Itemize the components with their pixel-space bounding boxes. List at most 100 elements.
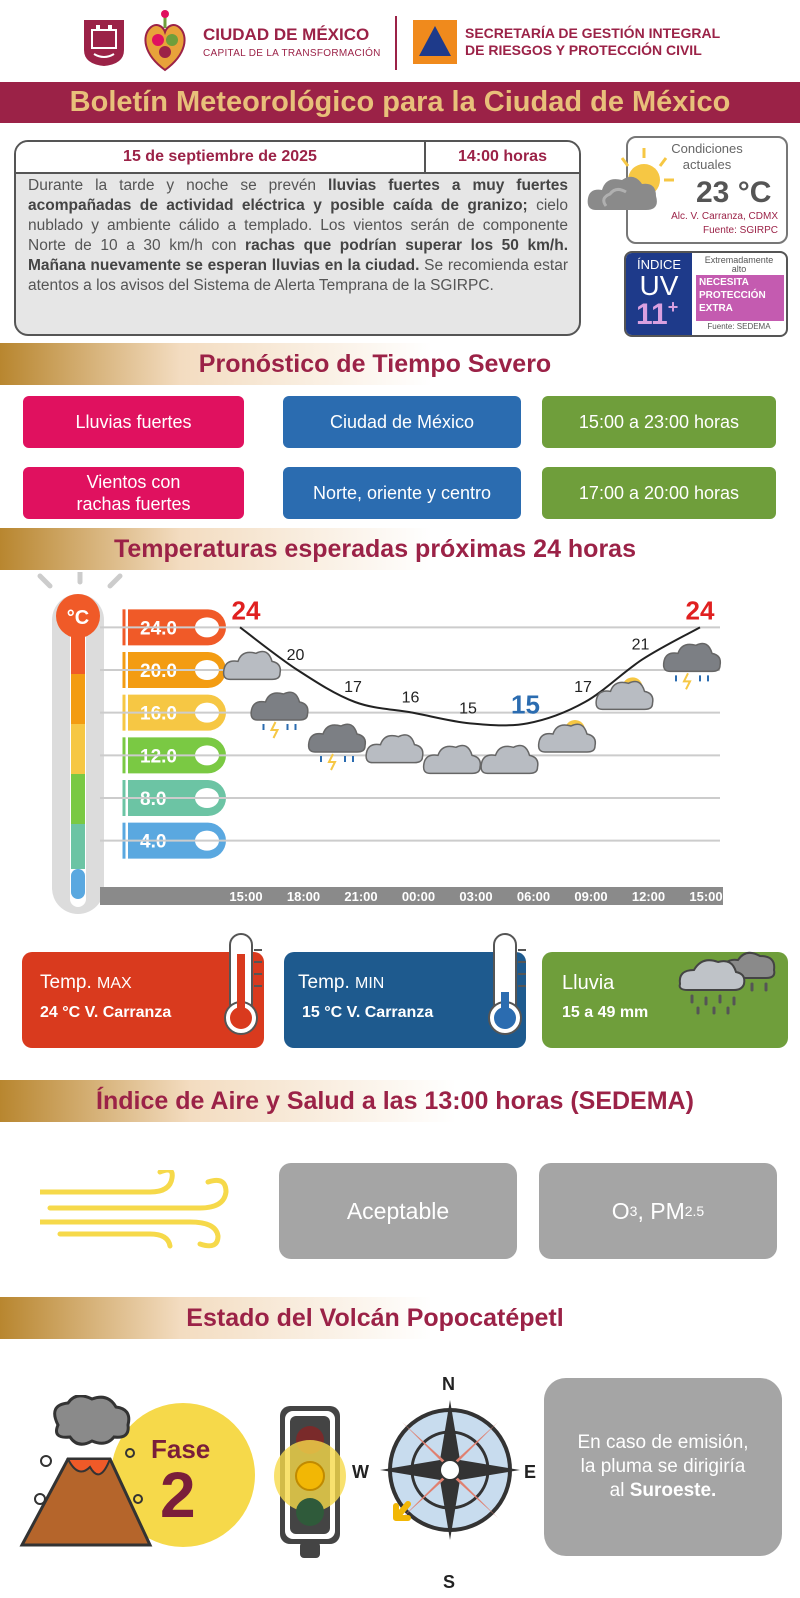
cloud-shape: [222, 650, 282, 681]
current-label-1: Condiciones: [671, 141, 743, 156]
rain-cloud-icon: [678, 951, 776, 1015]
cloud-shape: [422, 744, 482, 775]
cdmx-shield-icon: [84, 20, 124, 66]
rain-drops: [262, 724, 297, 730]
sun-cloud-icon: [587, 148, 674, 210]
temperature-scale: 24.0 20.0 16.0 12.0 8.0 4.0: [122, 609, 227, 859]
air-header: Índice de Aire y Salud a las 13:00 horas…: [0, 1080, 760, 1122]
uv-index-panel: ÍNDICE UV 11+ Extremadamente alto NECESI…: [624, 251, 788, 337]
phenomenon-wind-line-2: rachas fuertes: [76, 494, 191, 514]
temp-max-label: Temp. MAX: [40, 972, 132, 994]
thermometer-icon: [37, 572, 123, 914]
cloud-shape: [365, 734, 424, 764]
bulletin-text: Durante la tarde y noche se prevén lluvi…: [28, 176, 568, 296]
bulletin-text-bold: rachas que podrían superar los 50 km/h. …: [28, 237, 569, 274]
temp-max-label-1: Temp.: [40, 972, 92, 993]
temperature-value-label: 17: [344, 679, 362, 696]
scale-label: 12.0: [140, 746, 177, 767]
temperature-value-label: 24: [686, 595, 715, 625]
scale-label: 24.0: [140, 618, 177, 639]
temp-max-card: Temp. MAX 24 °C V. Carranza: [22, 952, 264, 1048]
weather-icon-partly-cloudy: [537, 720, 597, 753]
cloud-shape: [595, 680, 654, 711]
temperature-value-label: 15: [511, 689, 540, 719]
temperature-value-label: 20: [287, 647, 305, 664]
uv-indice-label: ÍNDICE: [636, 257, 682, 272]
time-label: 12:00: [632, 889, 665, 904]
temp-min-value: 15 °C V. Carranza: [302, 1004, 434, 1021]
phenomenon-rain: Lluvias fuertes: [23, 396, 244, 448]
severe-header: Pronóstico de Tiempo Severo: [0, 343, 720, 385]
compass-north: N: [442, 1374, 455, 1394]
lightning-shape: [327, 753, 337, 771]
temperature-labels: 24 20 17 16 15 15 17 21 24: [232, 595, 715, 719]
phenomenon-wind-line-1: Vientos con: [86, 472, 181, 492]
volcano-title: Estado del Volcán Popocatépetl: [186, 1304, 564, 1332]
fase-value: 2: [160, 1459, 196, 1531]
rain-card: Lluvia 15 a 49 mm: [542, 952, 788, 1048]
header: CIUDAD DE MÉXICO CAPITAL DE LA TRANSFORM…: [0, 0, 800, 80]
wind-icon: [40, 1170, 229, 1249]
uv-warn-2: PROTECCIÓN: [699, 290, 766, 301]
plume-direction: Suroeste.: [629, 1480, 717, 1501]
current-label-2: actuales: [682, 157, 732, 172]
pollutant-sep: , PM: [637, 1197, 685, 1224]
time-label: 18:00: [287, 889, 320, 904]
time-label: 15:00: [229, 889, 262, 904]
title-band: Boletín Meteorológico para la Ciudad de …: [0, 82, 800, 123]
weather-icon-cloudy: [222, 650, 282, 681]
cloud-shape: [307, 723, 367, 753]
volcano-icon: [19, 1395, 255, 1547]
time-axis-bar: [100, 887, 723, 905]
temperature-value-label: 16: [402, 690, 420, 707]
weather-icon-cloudy: [365, 734, 424, 764]
uv-left-block: [626, 253, 692, 335]
rain-label: Lluvia: [562, 972, 615, 994]
compass-east: E: [524, 1462, 537, 1482]
temperature-value-label: 15: [459, 700, 477, 717]
weather-icon-cloudy: [480, 744, 539, 775]
area-wind: Norte, oriente y centro: [283, 467, 521, 519]
semaphore-icon: [274, 1406, 346, 1558]
phenomenon-wind: Vientos con rachas fuertes: [23, 467, 244, 519]
air-title: Índice de Aire y Salud a las 13:00 horas…: [96, 1087, 694, 1115]
time-axis-labels: 15:00 18:00 21:00 00:00 03:00 06:00 09:00 12:00…: [229, 889, 722, 904]
uv-warn-1: NECESITA: [699, 277, 749, 288]
uv-plus: +: [667, 297, 679, 317]
time-rain: 15:00 a 23:00 horas: [542, 396, 776, 448]
cloud-shape: [662, 642, 722, 673]
severe-title: Pronóstico de Tiempo Severo: [198, 350, 552, 378]
pollutant-pm-sub: 2.5: [684, 1203, 705, 1219]
time-label: 21:00: [344, 889, 377, 904]
fase-label: Fase: [151, 1434, 211, 1464]
header-divider: [395, 16, 397, 70]
celsius-label: °C: [67, 607, 89, 629]
plume-line-3: al Suroeste.: [610, 1479, 717, 1503]
rain-drops: [675, 675, 709, 682]
temperature-value-label: 21: [632, 636, 650, 653]
uv-level-1: Extremadamente: [704, 255, 774, 265]
air-quality-box: Aceptable: [279, 1163, 517, 1259]
bulletin-box: 15 de septiembre de 2025 14:00 horas Dur…: [14, 140, 581, 336]
area-rain: Ciudad de México: [283, 396, 521, 448]
bulletin-text-bold: lluvias fuertes a muy fuertes acompañada…: [28, 177, 568, 214]
rain-drops: [320, 756, 354, 762]
lightning-shape: [682, 672, 692, 690]
weather-icon-partly-cloudy: [595, 677, 654, 711]
weather-icon-storm: [307, 723, 367, 771]
bulletin-text-part: cielo nublado y ambiente cálido a templa…: [28, 197, 568, 254]
time-label: 03:00: [459, 889, 492, 904]
time-label: 09:00: [574, 889, 607, 904]
city-title: CIUDAD DE MÉXICO: [203, 25, 370, 44]
temp-min-label-2: MIN: [355, 975, 385, 992]
uv-warning-box: [696, 275, 784, 321]
bulletin-date: 15 de septiembre de 2025: [16, 142, 426, 174]
current-location: Alc. V. Carranza, CDMX: [671, 211, 778, 222]
cloud-shape: [250, 691, 309, 721]
plume-line-1: En caso de emisión,: [577, 1432, 749, 1453]
weather-icon-storm: [250, 691, 309, 739]
volcano-header: Estado del Volcán Popocatépetl: [0, 1297, 720, 1339]
time-label: 00:00: [402, 889, 435, 904]
time-label: 06:00: [517, 889, 550, 904]
